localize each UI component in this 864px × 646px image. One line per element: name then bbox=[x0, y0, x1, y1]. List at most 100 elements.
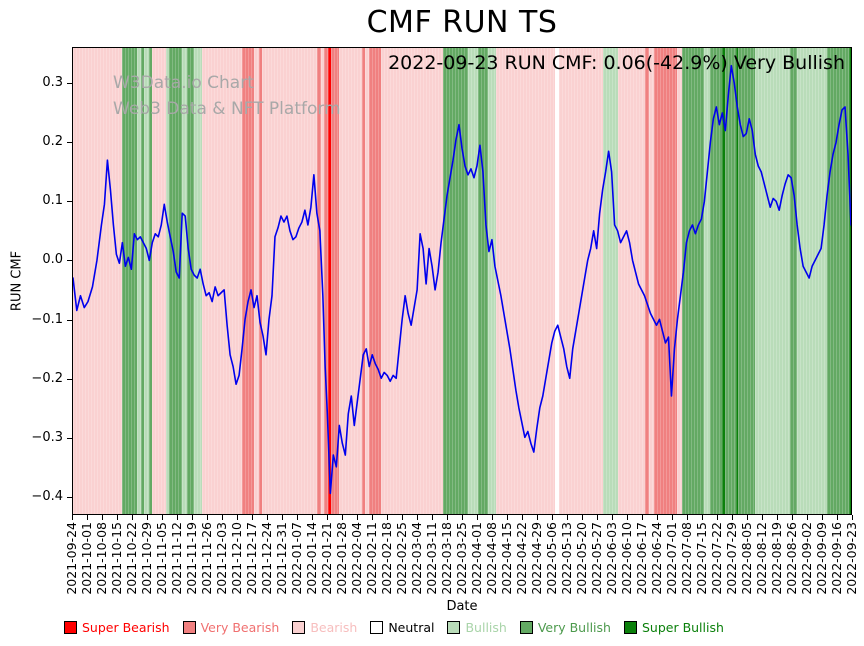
sentiment-background-bands bbox=[73, 48, 851, 514]
x-tick-label: 2021-12-24 bbox=[259, 522, 274, 595]
x-tick-label: 2022-07-22 bbox=[709, 522, 724, 595]
x-tick-mark bbox=[627, 515, 628, 520]
band-bearish bbox=[261, 48, 317, 514]
x-tick-label: 2022-09-23 bbox=[844, 522, 859, 595]
x-tick-mark bbox=[417, 515, 418, 520]
x-tick-label: 2022-03-18 bbox=[439, 522, 454, 595]
x-tick-label: 2022-07-29 bbox=[724, 522, 739, 595]
x-tick-mark bbox=[162, 515, 163, 520]
x-tick-mark bbox=[477, 515, 478, 520]
x-tick-mark bbox=[507, 515, 508, 520]
x-tick-mark bbox=[822, 515, 823, 520]
y-tick-mark bbox=[67, 260, 72, 262]
band-very-bullish bbox=[478, 48, 489, 514]
band-very-bearish bbox=[644, 48, 649, 514]
band-very-bullish bbox=[141, 48, 145, 514]
y-tick-label: 0.1 bbox=[42, 193, 63, 209]
x-tick-label: 2022-08-05 bbox=[739, 522, 754, 595]
watermark: W3Data.io Chart Web3 Data & NFT Platform bbox=[113, 70, 341, 123]
x-tick-mark bbox=[522, 515, 523, 520]
x-tick-label: 2022-04-08 bbox=[484, 522, 499, 595]
latest-value-annotation: 2022-09-23 RUN CMF: 0.06(-42.9%) Very Bu… bbox=[388, 52, 845, 74]
x-tick-mark bbox=[732, 515, 733, 520]
x-tick-mark bbox=[552, 515, 553, 520]
band-bearish bbox=[617, 48, 645, 514]
x-tick-label: 2021-12-03 bbox=[214, 522, 229, 595]
x-tick-label: 2022-02-11 bbox=[364, 522, 379, 595]
y-tick-mark bbox=[67, 497, 72, 499]
legend-item-super-bearish: Super Bearish bbox=[64, 620, 170, 635]
band-bearish bbox=[381, 48, 443, 514]
legend-label: Super Bullish bbox=[641, 620, 724, 635]
band-bearish bbox=[254, 48, 259, 514]
x-tick-label: 2022-08-19 bbox=[769, 522, 784, 595]
legend: Super Bearish Very Bearish Bearish Neutral B… bbox=[64, 620, 724, 635]
x-tick-mark bbox=[612, 515, 613, 520]
y-tick-label: −0.2 bbox=[31, 370, 63, 386]
x-tick-mark bbox=[702, 515, 703, 520]
x-tick-label: 2022-03-11 bbox=[424, 522, 439, 595]
legend-swatch bbox=[370, 621, 384, 634]
y-tick-label: −0.3 bbox=[31, 429, 63, 445]
x-tick-label: 2021-11-12 bbox=[169, 522, 184, 595]
x-tick-label: 2022-01-14 bbox=[304, 522, 319, 595]
x-tick-mark bbox=[762, 515, 763, 520]
band-very-bullish bbox=[724, 48, 736, 514]
cmf-line-chart bbox=[73, 64, 851, 495]
x-tick-label: 2022-04-22 bbox=[514, 522, 529, 595]
x-tick-mark bbox=[357, 515, 358, 520]
plot-area: W3Data.io Chart Web3 Data & NFT Platform… bbox=[72, 47, 852, 515]
legend-swatch bbox=[64, 621, 77, 634]
x-tick-mark bbox=[432, 515, 433, 520]
x-tick-mark bbox=[402, 515, 403, 520]
x-tick-mark bbox=[207, 515, 208, 520]
band-very-bullish bbox=[789, 48, 798, 514]
y-tick-label: −0.4 bbox=[31, 489, 63, 505]
band-bullish bbox=[704, 48, 711, 514]
x-tick-label: 2022-09-09 bbox=[814, 522, 829, 595]
band-super-bearish bbox=[328, 48, 332, 514]
x-tick-mark bbox=[117, 515, 118, 520]
x-tick-label: 2022-01-21 bbox=[319, 522, 334, 595]
band-bearish bbox=[152, 48, 166, 514]
x-tick-mark bbox=[642, 515, 643, 520]
legend-item-bullish: Bullish bbox=[447, 620, 507, 635]
legend-item-neutral: Neutral bbox=[370, 620, 434, 635]
x-tick-mark bbox=[717, 515, 718, 520]
cmf-line-series bbox=[73, 64, 851, 495]
x-tick-mark bbox=[72, 515, 73, 520]
band-very-bullish bbox=[827, 48, 849, 514]
x-tick-label: 2022-01-28 bbox=[334, 522, 349, 595]
x-tick-mark bbox=[177, 515, 178, 520]
y-tick-mark bbox=[67, 82, 72, 84]
band-bearish bbox=[677, 48, 682, 514]
x-tick-mark bbox=[342, 515, 343, 520]
x-tick-mark bbox=[492, 515, 493, 520]
y-tick-label: 0.0 bbox=[42, 252, 63, 268]
band-bullish bbox=[144, 48, 150, 514]
x-tick-mark bbox=[582, 515, 583, 520]
x-tick-label: 2022-05-20 bbox=[574, 522, 589, 595]
x-tick-label: 2022-07-15 bbox=[694, 522, 709, 595]
x-tick-label: 2021-10-08 bbox=[94, 522, 109, 595]
y-tick-mark bbox=[67, 201, 72, 203]
band-very-bullish bbox=[710, 48, 723, 514]
x-tick-label: 2022-01-07 bbox=[289, 522, 304, 595]
x-tick-mark bbox=[372, 515, 373, 520]
x-tick-label: 2022-08-12 bbox=[754, 522, 769, 595]
legend-label: Super Bearish bbox=[82, 620, 170, 635]
band-very-bearish bbox=[369, 48, 382, 514]
band-bearish bbox=[73, 48, 123, 514]
x-tick-mark bbox=[672, 515, 673, 520]
x-tick-label: 2021-11-26 bbox=[199, 522, 214, 595]
x-tick-label: 2021-12-10 bbox=[229, 522, 244, 595]
x-tick-label: 2022-06-24 bbox=[649, 522, 664, 595]
band-bullish bbox=[488, 48, 497, 514]
band-bearish bbox=[649, 48, 654, 514]
y-tick-mark bbox=[67, 378, 72, 380]
y-tick-mark bbox=[67, 319, 72, 321]
band-very-bearish bbox=[316, 48, 321, 514]
legend-item-super-bullish: Super Bullish bbox=[623, 620, 724, 635]
x-tick-label: 2022-02-18 bbox=[379, 522, 394, 595]
